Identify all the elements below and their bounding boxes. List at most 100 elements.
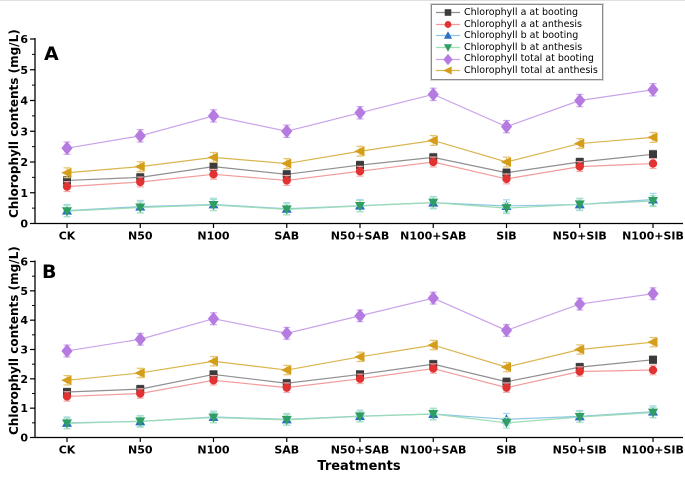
chlorophyll-b-at-anthesis-marker-icon bbox=[501, 204, 512, 214]
chlorophyll-a-at-booting-marker-icon bbox=[209, 162, 218, 171]
x-tick-label-n100-sab: N100+SAB bbox=[400, 230, 466, 243]
chlorophyll-b-at-anthesis-marker-icon bbox=[355, 412, 365, 422]
chlorophyll-b-at-anthesis-marker-icon bbox=[62, 207, 72, 217]
y-axis-label-panel-b: Chlorophyll contents (mg/L) bbox=[7, 246, 21, 435]
chlorophyll-a-at-anthesis-marker-icon bbox=[502, 174, 511, 184]
chlorophyll-total-at-booting-marker-icon bbox=[500, 119, 513, 134]
chlorophyll-total-at-booting-marker-icon bbox=[500, 323, 513, 338]
chlorophyll-b-at-booting-legend-marker-icon bbox=[436, 31, 460, 40]
series-chlorophyll-a-at-anthesis-panel-B bbox=[62, 363, 658, 402]
chlorophyll-total-at-booting-marker-icon bbox=[354, 105, 366, 120]
chlorophyll-b-at-anthesis-marker-icon bbox=[208, 201, 219, 211]
series-chlorophyll-total-at-anthesis-panel-A bbox=[61, 131, 658, 179]
x-tick-label-n100-sab: N100+SAB bbox=[400, 444, 466, 457]
chlorophyll-total-at-anthesis-marker-icon bbox=[61, 375, 72, 386]
panel-B: 0 1 2 3 4 5 6 CK N50 N100 SAB N50+SAB N100+SAB SIB N50… bbox=[20, 256, 684, 457]
chlorophyll-a-at-booting-marker-icon bbox=[63, 176, 71, 185]
y-tick-label: 0 bbox=[20, 218, 28, 231]
chlorophyll-total-at-anthesis-marker-icon bbox=[647, 337, 658, 348]
chlorophyll-total-at-booting-legend-marker-icon bbox=[436, 53, 460, 65]
x-tick-label-n50-sib: N50+SIB bbox=[553, 444, 607, 457]
chlorophyll-a-at-booting-marker-icon bbox=[356, 161, 364, 170]
chlorophyll-b-at-anthesis-marker-icon bbox=[208, 413, 219, 423]
y-tick-label: 6 bbox=[20, 256, 28, 269]
chlorophyll-total-at-anthesis-marker-icon bbox=[354, 146, 365, 157]
chlorophyll-total-at-booting-marker-icon bbox=[61, 141, 73, 156]
chlorophyll-a-at-anthesis-marker-icon bbox=[575, 367, 584, 376]
y-tick-label: 4 bbox=[20, 314, 28, 327]
chlorophyll-total-at-booting-marker-icon bbox=[61, 343, 73, 358]
chlorophyll-b-at-anthesis-marker-icon bbox=[648, 408, 658, 418]
legend-item-chlorophyll-a-at-booting: Chlorophyll a at booting bbox=[435, 7, 598, 19]
chlorophyll-a-at-anthesis-marker-icon bbox=[429, 364, 438, 373]
chlorophyll-total-at-anthesis-marker-icon bbox=[134, 367, 145, 378]
chlorophyll-b-at-anthesis-marker-icon bbox=[281, 415, 292, 426]
chlorophyll-a-at-anthesis-marker-icon bbox=[136, 177, 145, 187]
x-tick-label-sib: SIB bbox=[496, 230, 516, 243]
y-tick-label: 4 bbox=[20, 95, 28, 108]
chlorophyll-a-at-booting-marker-icon bbox=[502, 377, 511, 386]
chlorophyll-a-at-anthesis-marker-icon bbox=[502, 383, 511, 392]
chlorophyll-total-at-booting-marker-icon bbox=[134, 332, 146, 347]
chlorophyll-total-at-anthesis-marker-icon bbox=[573, 138, 585, 149]
legend-label: Chlorophyll b at booting bbox=[464, 30, 579, 42]
chlorophyll-a-at-anthesis-marker-icon bbox=[209, 376, 218, 385]
chlorophyll-total-at-anthesis-marker-icon bbox=[647, 132, 658, 143]
series-chlorophyll-b-at-anthesis-panel-B bbox=[62, 406, 658, 430]
chlorophyll-b-at-anthesis-legend-marker-icon bbox=[436, 44, 460, 52]
chlorophyll-a-at-anthesis-marker-icon bbox=[136, 389, 145, 398]
legend-box: Chlorophyll a at booting Chlorophyll a at… bbox=[430, 3, 604, 81]
panel-b-label: B bbox=[42, 261, 57, 283]
legend-item-chlorophyll-b-at-anthesis: Chlorophyll b at anthesis bbox=[435, 42, 598, 54]
legend-label: Chlorophyll total at anthesis bbox=[464, 64, 598, 76]
chlorophyll-total-at-anthesis-marker-icon bbox=[427, 135, 438, 146]
chlorophyll-total-at-anthesis-marker-icon bbox=[280, 158, 292, 169]
chlorophyll-total-at-booting-marker-icon bbox=[574, 93, 586, 108]
chlorophyll-total-at-anthesis-marker-icon bbox=[354, 351, 365, 362]
chlorophyll-total-at-booting-marker-icon bbox=[427, 291, 439, 306]
chlorophyll-a-at-booting-marker-icon bbox=[649, 150, 657, 159]
chlorophyll-total-at-booting-marker-icon bbox=[207, 108, 220, 123]
panel-a-label: A bbox=[44, 43, 59, 65]
chlorophyll-total-at-anthesis-marker-icon bbox=[207, 356, 218, 367]
x-tick-label-n50: N50 bbox=[128, 230, 153, 243]
chlorophyll-b-at-anthesis-marker-icon bbox=[281, 205, 292, 215]
y-tick-label: 2 bbox=[20, 373, 28, 386]
legend-label: Chlorophyll b at anthesis bbox=[464, 41, 583, 53]
x-tick-label-n50-sab: N50+SAB bbox=[331, 444, 390, 457]
chlorophyll-total-at-anthesis-marker-icon bbox=[427, 340, 438, 351]
chlorophyll-a-at-anthesis-marker-icon bbox=[429, 157, 438, 167]
x-tick-label-n100-sib: N100+SIB bbox=[622, 444, 684, 457]
chlorophyll-total-at-booting-marker-icon bbox=[574, 297, 586, 312]
chlorophyll-total-at-booting-marker-icon bbox=[281, 124, 293, 139]
chlorophyll-a-at-booting-marker-icon bbox=[209, 370, 218, 379]
chlorophyll-total-at-anthesis-marker-icon bbox=[134, 161, 145, 172]
series-chlorophyll-total-at-booting-panel-A bbox=[61, 82, 659, 156]
legend-label: Chlorophyll a at anthesis bbox=[464, 18, 582, 30]
y-tick-label: 5 bbox=[20, 285, 28, 298]
y-tick-label: 1 bbox=[20, 402, 28, 415]
x-tick-label-n100: N100 bbox=[197, 444, 230, 457]
x-tick-label-sib: SIB bbox=[496, 444, 516, 457]
chlorophyll-total-at-anthesis-marker-icon bbox=[573, 344, 585, 355]
x-tick-label-n50-sab: N50+SAB bbox=[331, 230, 390, 243]
chlorophyll-total-at-booting-marker-icon bbox=[207, 311, 220, 326]
legend-label: Chlorophyll total at booting bbox=[464, 53, 594, 65]
legend-label: Chlorophyll a at booting bbox=[464, 7, 579, 18]
legend-item-chlorophyll-total-at-anthesis: Chlorophyll total at anthesis bbox=[435, 65, 598, 77]
chlorophyll-b-at-anthesis-marker-icon bbox=[135, 203, 146, 213]
chlorophyll-b-at-anthesis-marker-icon bbox=[574, 200, 585, 210]
chlorophyll-a-at-anthesis-marker-icon bbox=[62, 182, 72, 191]
y-tick-label: 3 bbox=[20, 125, 28, 138]
x-tick-label-n50: N50 bbox=[128, 444, 153, 457]
chlorophyll-a-at-anthesis-marker-icon bbox=[282, 176, 291, 185]
chlorophyll-total-at-booting-marker-icon bbox=[354, 308, 366, 323]
chlorophyll-total-at-anthesis-marker-icon bbox=[500, 157, 511, 167]
chlorophyll-total-at-booting-marker-icon bbox=[647, 82, 659, 97]
x-tick-label-ck: CK bbox=[59, 230, 76, 243]
x-axis-label: Treatments bbox=[317, 459, 401, 474]
chlorophyll-a-at-anthesis-marker-icon bbox=[209, 170, 218, 179]
chlorophyll-b-at-anthesis-marker-icon bbox=[501, 418, 512, 429]
